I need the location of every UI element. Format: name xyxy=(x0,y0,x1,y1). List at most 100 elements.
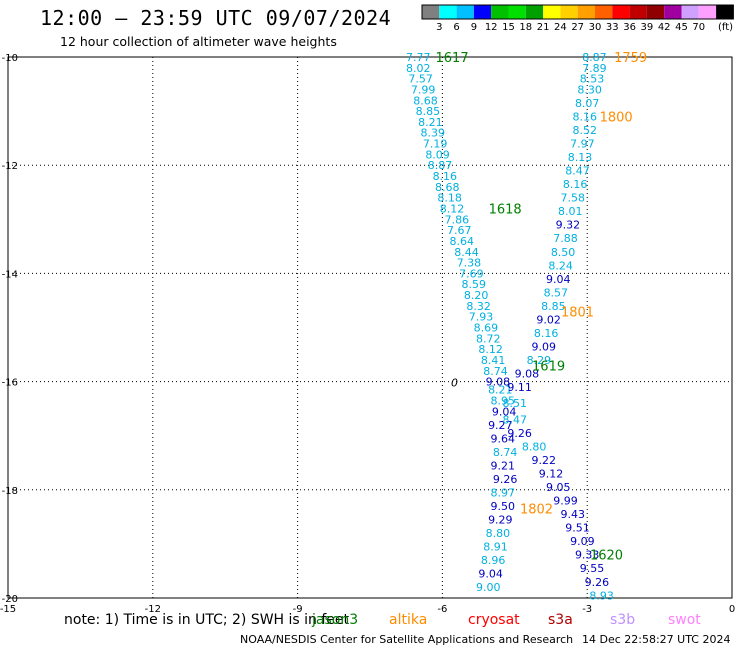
data-point-jason3: 8.87 xyxy=(428,159,453,172)
data-point-jason3: 8.64 xyxy=(449,235,474,248)
data-point-altika: 9.08 xyxy=(515,367,540,380)
data-point-jason3: 8.12 xyxy=(478,343,503,356)
data-point-jason3: 8.21 xyxy=(488,384,513,397)
data-point-jason3: 8.41 xyxy=(481,354,506,367)
data-point-altika: 8.53 xyxy=(580,73,605,86)
data-point-altika: 8.51 xyxy=(503,397,528,410)
colorbar-swatch xyxy=(491,5,509,19)
colorbar-swatch xyxy=(698,5,717,19)
data-point-jason3: 8.68 xyxy=(435,181,460,194)
y-tick-label: -16 xyxy=(2,378,18,389)
data-point-altika: 8.24 xyxy=(548,259,573,272)
data-point-altika: 8.80 xyxy=(522,441,547,454)
pass-annotation: 1802 xyxy=(520,503,553,518)
x-tick-label: -3 xyxy=(582,604,592,615)
data-point-jason3: 8.80 xyxy=(486,527,511,540)
colorbar-swatch xyxy=(646,5,665,19)
colorbar-swatch xyxy=(560,5,578,19)
data-point-jason3: 8.91 xyxy=(483,541,508,554)
colorbar-tick-label: 6 xyxy=(453,22,460,33)
data-point-jason3: 8.74 xyxy=(493,446,518,459)
data-point-altika: 8.01 xyxy=(558,205,583,218)
data-point-altika: 9.22 xyxy=(532,454,557,467)
pass-annotation: 1759 xyxy=(614,51,647,66)
pass-annotation: 1619 xyxy=(532,359,565,374)
footer-credit: NOAA/NESDIS Center for Satellite Applica… xyxy=(240,633,574,646)
data-point-jason3: 9.64 xyxy=(490,432,515,445)
colorbar-tick-label: 12 xyxy=(484,22,498,33)
data-point-jason3: 8.68 xyxy=(413,94,438,107)
colorbar-tick-label: 33 xyxy=(605,22,619,33)
y-tick-label: -14 xyxy=(2,269,18,280)
data-point-jason3: 9.50 xyxy=(490,500,515,513)
data-point-jason3: 9.08 xyxy=(486,376,511,389)
data-point-jason3: 8.59 xyxy=(462,278,487,291)
data-point-altika: 8.57 xyxy=(544,286,569,299)
colorbar-swatch xyxy=(525,5,544,19)
colorbar-tick-label: 30 xyxy=(588,22,602,33)
data-point-altika: 9.02 xyxy=(536,313,561,326)
x-tick-label: -12 xyxy=(145,604,161,615)
data-point-altika: 8.16 xyxy=(563,178,588,191)
colorbar-frame xyxy=(421,4,734,20)
colorbar-tick-label: 45 xyxy=(675,22,688,33)
note-text: note: 1) Time is in UTC; 2) SWH is in fe… xyxy=(64,612,350,628)
colorbar-tick-label: 21 xyxy=(536,22,550,33)
colorbar-tick-label: 24 xyxy=(554,22,567,33)
x-tick-label: -6 xyxy=(437,604,447,615)
data-point-jason3: 7.77 xyxy=(406,51,431,64)
data-point-jason3: 8.21 xyxy=(418,116,443,129)
data-point-jason3: 8.96 xyxy=(481,554,506,567)
data-point-jason3: 7.93 xyxy=(469,311,494,324)
data-point-altika: 8.85 xyxy=(541,300,566,313)
data-point-altika: 8.93 xyxy=(589,589,614,602)
pass-annotation: 1617 xyxy=(436,51,469,66)
page-title: 12:00 – 23:59 UTC 09/07/2024 xyxy=(40,6,392,30)
data-point-altika: 9.55 xyxy=(580,562,605,575)
data-point-jason3: 8.95 xyxy=(490,395,515,408)
colorbar-tick-label: 70 xyxy=(692,22,706,33)
data-point-altika: 9.32 xyxy=(556,219,581,232)
data-point-jason3: 8.74 xyxy=(483,365,508,378)
data-point-jason3: 8.09 xyxy=(425,148,450,161)
colorbar-tick-label: 42 xyxy=(657,22,671,33)
data-point-altika: 9.09 xyxy=(570,535,595,548)
colorbar-swatch xyxy=(577,5,595,19)
x-tick-label: -15 xyxy=(0,604,16,615)
footer-timestamp: 14 Dec 22:58:27 UTC 2024 xyxy=(582,633,731,646)
y-tick-label: -18 xyxy=(2,486,18,497)
pass-annotation: 1618 xyxy=(489,202,522,217)
data-point-altika: 9.04 xyxy=(546,273,571,286)
y-tick-label: -12 xyxy=(2,161,18,172)
colorbar-tick-label: 39 xyxy=(640,22,654,33)
data-point-jason3: 7.86 xyxy=(445,213,470,226)
data-point-jason3: 7.38 xyxy=(457,257,482,270)
data-point-altika: 9.33 xyxy=(575,549,600,562)
legend-jason3: jason3 xyxy=(312,612,359,628)
colorbar-swatch xyxy=(664,5,682,19)
data-point-altika: 8.47 xyxy=(565,165,590,178)
data-point-jason3: 9.29 xyxy=(488,514,513,527)
data-point-altika: 8.13 xyxy=(568,151,593,164)
colorbar-unit: (ft) xyxy=(718,22,734,33)
data-point-jason3: 8.72 xyxy=(476,332,501,345)
data-point-altika: 7.97 xyxy=(570,138,595,151)
colorbar-swatch xyxy=(422,5,440,19)
colorbar-tick-label: 36 xyxy=(623,22,636,33)
data-point-jason3: 8.44 xyxy=(454,246,479,259)
data-point-jason3: 9.26 xyxy=(493,473,518,486)
data-point-jason3: 8.16 xyxy=(433,170,458,183)
data-point-altika: 9.11 xyxy=(507,381,532,394)
data-point-jason3: 8.97 xyxy=(490,487,515,500)
data-point-altika: 7.58 xyxy=(560,192,585,205)
data-point-altika: 8.29 xyxy=(527,354,552,367)
data-point-jason3: 8.69 xyxy=(474,322,499,335)
colorbar-tick-label: 9 xyxy=(470,22,478,33)
y-tick-label: -20 xyxy=(2,594,18,605)
data-point-jason3: 7.69 xyxy=(459,267,484,280)
data-point-altika: 9.43 xyxy=(560,508,585,521)
legend-altika: altika xyxy=(389,612,428,628)
colorbar-swatch xyxy=(681,5,699,19)
colorbar-swatch xyxy=(629,5,647,19)
